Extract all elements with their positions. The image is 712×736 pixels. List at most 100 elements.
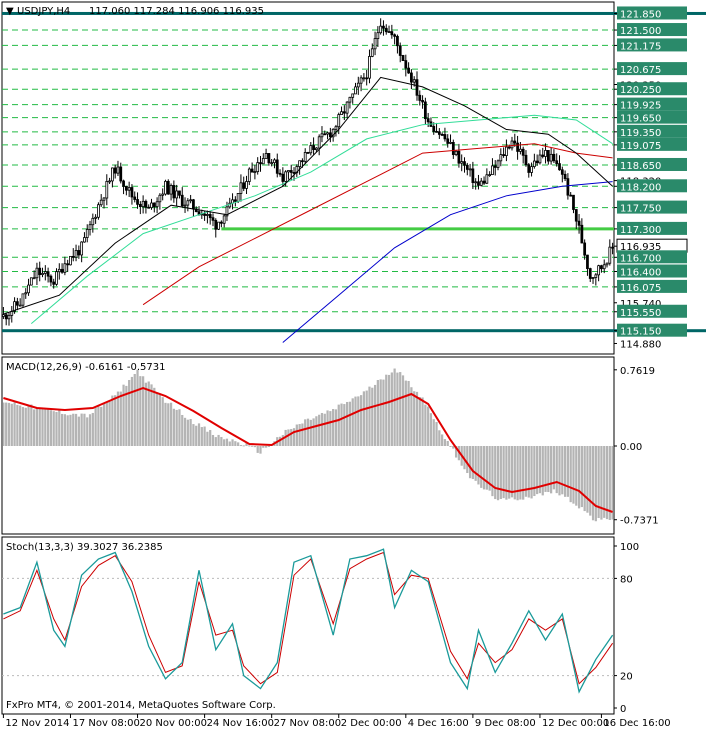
candle-body[interactable] — [351, 93, 355, 98]
candle-body[interactable] — [602, 264, 606, 270]
candle-body[interactable] — [541, 154, 545, 157]
candle-body[interactable] — [328, 132, 332, 138]
candle-body[interactable] — [161, 193, 165, 196]
candle-body[interactable] — [317, 136, 321, 149]
candle-body[interactable] — [222, 215, 226, 224]
candle-body[interactable] — [91, 217, 95, 226]
candle-body[interactable] — [574, 209, 578, 222]
candle-body[interactable] — [99, 199, 103, 206]
candle-body[interactable] — [443, 134, 447, 140]
candle-body[interactable] — [407, 67, 410, 74]
candle-body[interactable] — [359, 77, 363, 84]
candle-body[interactable] — [71, 255, 75, 258]
candle-body[interactable] — [479, 180, 483, 186]
candle-body[interactable] — [233, 199, 237, 202]
candle-body[interactable] — [415, 79, 419, 96]
candle-body[interactable] — [334, 126, 338, 130]
candle-body[interactable] — [203, 213, 206, 216]
candle-body[interactable] — [340, 111, 343, 115]
candle-body[interactable] — [88, 224, 92, 230]
candle-body[interactable] — [463, 161, 466, 166]
candle-body[interactable] — [454, 150, 458, 155]
candle-body[interactable] — [583, 242, 587, 256]
candle-body[interactable] — [292, 172, 296, 174]
candle-body[interactable] — [451, 142, 455, 155]
candle-body[interactable] — [15, 301, 19, 306]
candle-body[interactable] — [141, 200, 145, 208]
candle-body[interactable] — [66, 263, 70, 266]
candle-body[interactable] — [577, 220, 581, 226]
candle-body[interactable] — [379, 25, 383, 34]
candle-body[interactable] — [507, 146, 511, 149]
candle-body[interactable] — [354, 86, 357, 95]
candle-body[interactable] — [426, 118, 430, 123]
candle-body[interactable] — [457, 150, 461, 164]
candle-body[interactable] — [460, 161, 464, 164]
candle-body[interactable] — [588, 268, 592, 279]
candle-body[interactable] — [384, 27, 388, 33]
candle-body[interactable] — [608, 246, 612, 264]
candle-body[interactable] — [558, 163, 561, 171]
candle-body[interactable] — [387, 31, 391, 34]
candle-body[interactable] — [275, 159, 279, 174]
candle-body[interactable] — [164, 180, 167, 195]
candle-body[interactable] — [136, 199, 139, 205]
candle-body[interactable] — [493, 165, 497, 168]
candle-body[interactable] — [482, 180, 486, 184]
candle-body[interactable] — [32, 277, 36, 280]
candle-body[interactable] — [214, 219, 218, 230]
candle-body[interactable] — [287, 170, 290, 173]
candle-body[interactable] — [524, 154, 528, 166]
candle-body[interactable] — [535, 160, 539, 164]
candle-body[interactable] — [404, 60, 408, 69]
candle-body[interactable] — [432, 126, 436, 132]
candle-body[interactable] — [376, 32, 380, 40]
candle-body[interactable] — [130, 187, 134, 198]
candle-body[interactable] — [600, 265, 603, 270]
candle-body[interactable] — [85, 229, 89, 238]
candle-body[interactable] — [192, 199, 195, 210]
candle-body[interactable] — [449, 142, 452, 144]
candle-body[interactable] — [365, 77, 369, 80]
candle-body[interactable] — [94, 216, 97, 219]
candle-body[interactable] — [555, 160, 559, 165]
candle-body[interactable] — [398, 45, 402, 56]
candle-body[interactable] — [370, 48, 374, 57]
candle-body[interactable] — [74, 250, 78, 258]
candle-body[interactable] — [337, 114, 341, 128]
candle-body[interactable] — [102, 197, 106, 201]
candle-body[interactable] — [7, 314, 11, 320]
candle-body[interactable] — [270, 162, 274, 165]
candle-body[interactable] — [611, 246, 614, 249]
candle-body[interactable] — [41, 273, 44, 275]
symbol-dropdown-icon[interactable]: ▼ — [6, 6, 14, 17]
candle-body[interactable] — [38, 267, 42, 275]
candle-body[interactable] — [49, 275, 53, 283]
candle-body[interactable] — [261, 158, 265, 165]
candle-body[interactable] — [247, 168, 251, 182]
candle-body[interactable] — [396, 35, 399, 47]
candle-body[interactable] — [572, 194, 575, 210]
candle-body[interactable] — [530, 166, 533, 173]
candle-body[interactable] — [189, 199, 193, 202]
candle-body[interactable] — [55, 271, 58, 285]
candle-body[interactable] — [242, 182, 246, 189]
candle-body[interactable] — [549, 153, 553, 162]
candle-body[interactable] — [412, 79, 416, 83]
candle-body[interactable] — [175, 190, 179, 199]
candle-body[interactable] — [250, 168, 254, 173]
candle-body[interactable] — [80, 241, 84, 256]
candle-body[interactable] — [471, 168, 475, 183]
candle-body[interactable] — [186, 200, 190, 206]
candle-body[interactable] — [105, 180, 109, 199]
candle-body[interactable] — [111, 167, 114, 182]
candles[interactable] — [2, 18, 614, 326]
candle-body[interactable] — [60, 268, 64, 273]
candle-body[interactable] — [393, 34, 397, 37]
candle-body[interactable] — [474, 181, 478, 184]
candle-body[interactable] — [519, 148, 522, 152]
candle-body[interactable] — [368, 56, 371, 79]
candle-body[interactable] — [155, 201, 159, 208]
